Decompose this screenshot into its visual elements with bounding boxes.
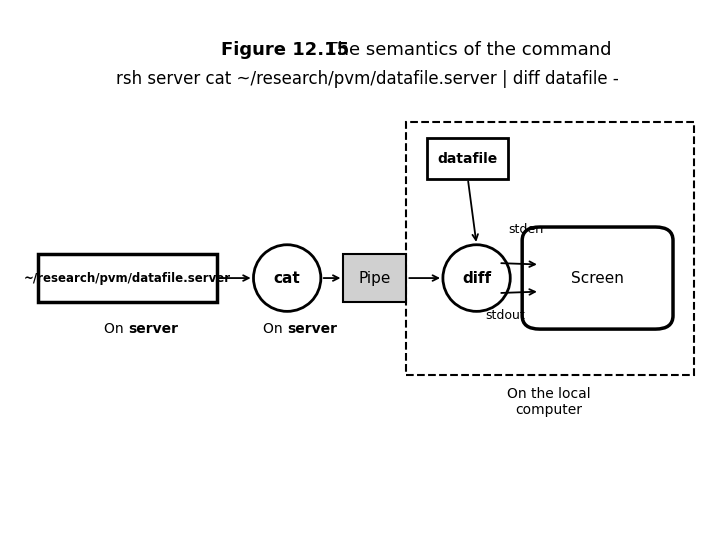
Text: Figure 12.15  The semantics of the command: Figure 12.15 The semantics of the comman… xyxy=(163,40,572,59)
Text: Pipe: Pipe xyxy=(359,271,391,286)
FancyBboxPatch shape xyxy=(38,254,217,302)
Text: stdout: stdout xyxy=(486,309,526,322)
Text: stderr: stderr xyxy=(508,223,545,236)
Text: ~/research/pvm/datafile.server: ~/research/pvm/datafile.server xyxy=(24,272,231,285)
Text: On the local
computer: On the local computer xyxy=(507,387,590,417)
FancyBboxPatch shape xyxy=(428,138,508,179)
FancyBboxPatch shape xyxy=(343,254,406,302)
Text: Figure 12.15: Figure 12.15 xyxy=(220,40,348,59)
Text: server: server xyxy=(287,322,337,336)
Text: diff: diff xyxy=(462,271,491,286)
Ellipse shape xyxy=(253,245,321,312)
Text: cat: cat xyxy=(274,271,300,286)
Text: datafile: datafile xyxy=(438,152,498,166)
Text: Screen: Screen xyxy=(571,271,624,286)
Text: The semantics of the command: The semantics of the command xyxy=(315,40,612,59)
Text: On: On xyxy=(104,322,128,336)
Text: On: On xyxy=(264,322,287,336)
Ellipse shape xyxy=(443,245,510,312)
FancyBboxPatch shape xyxy=(522,227,673,329)
Text: server: server xyxy=(128,322,178,336)
Text: rsh server cat ~/research/pvm/datafile.server | diff datafile -: rsh server cat ~/research/pvm/datafile.s… xyxy=(117,70,619,88)
FancyBboxPatch shape xyxy=(406,122,694,375)
